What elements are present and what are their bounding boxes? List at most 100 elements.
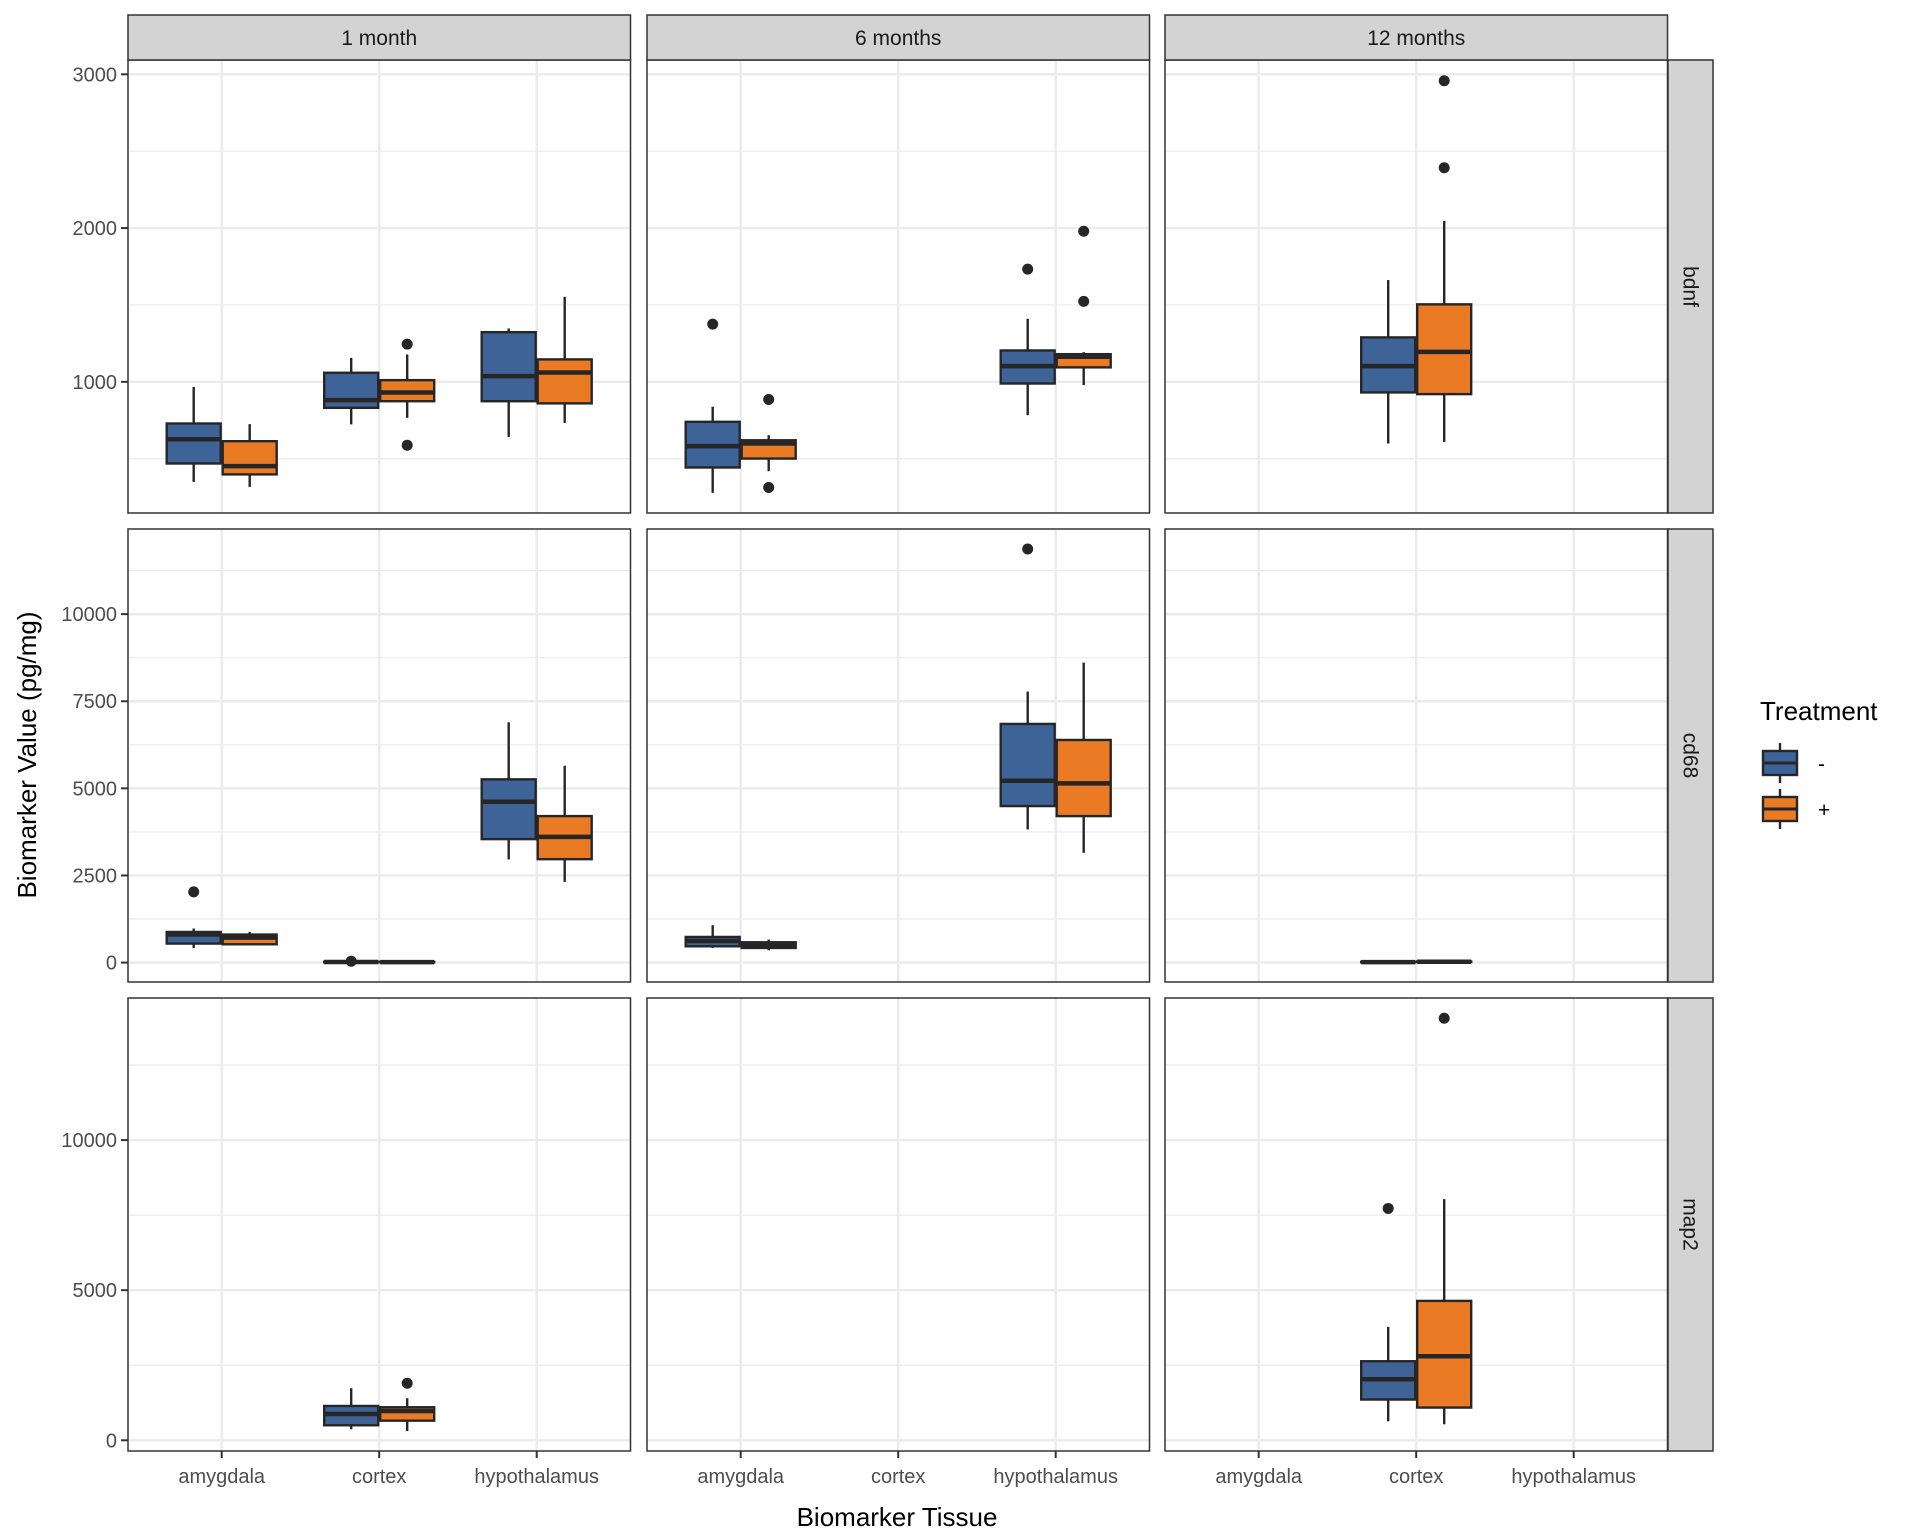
boxplot-cd68-12-months-cortex-minus: [1359, 959, 1417, 965]
boxplot-cd68-1-month-amygdala-minus: [165, 886, 222, 948]
box: [480, 330, 537, 403]
box: [1415, 303, 1473, 396]
y-tick-label: 10000: [61, 1130, 117, 1152]
box: [480, 778, 537, 841]
strip-label: 12 months: [1367, 27, 1465, 50]
y-tick-label: 5000: [73, 1280, 118, 1302]
outlier-point: [1078, 225, 1090, 237]
boxplot-cd68-1-month-hypothalamus-plus: [536, 765, 593, 882]
y-tick-label: 1000: [73, 372, 118, 394]
strip-label: bdnf: [1679, 266, 1702, 307]
boxplot-cd68-6-months-amygdala-minus: [684, 925, 741, 948]
legend-title: Treatment: [1760, 696, 1878, 726]
strip-background: [646, 14, 1151, 61]
y-axes: 1000 2000 3000 0 2500 5000 7500 10000 0 5000 10000: [61, 64, 128, 1452]
boxplot-bdnf-1-month-amygdala-plus: [221, 424, 278, 487]
strip-top-12-months: 12 months: [1164, 14, 1669, 61]
box: [323, 371, 380, 410]
boxplot-bdnf-1-month-amygdala-minus: [165, 386, 222, 482]
outlier-point: [763, 394, 775, 406]
boxplot-bdnf-6-months-hypothalamus-plus: [1055, 225, 1112, 386]
outlier-point: [707, 318, 719, 330]
y-tick-label: 2000: [73, 218, 118, 240]
boxplot-bdnf-12-months-cortex-plus: [1415, 75, 1473, 442]
panel-cd68-1-month: [128, 529, 631, 982]
x-tick-label: hypothalamus: [1511, 1466, 1636, 1488]
boxplot-cd68-1-month-cortex-minus: [323, 955, 380, 967]
box: [536, 358, 593, 405]
boxplot-cd68-6-months-amygdala-plus: [740, 939, 797, 951]
y-tick-label: 0: [106, 1430, 117, 1452]
legend-label: -: [1818, 753, 1825, 776]
strip-label: cd68: [1679, 733, 1702, 779]
strip-background: [1667, 528, 1714, 983]
panel-map2-6-months: [647, 998, 1150, 1451]
y-tick-label: 10000: [61, 604, 117, 626]
boxplot-map2-1-month-cortex-minus: [323, 1388, 380, 1430]
x-axes: amygdala cortex hypothalamus amygdala cortex…: [178, 1451, 1636, 1488]
box: [1055, 738, 1112, 818]
legend-label: +: [1818, 799, 1830, 822]
strip-right-map2: map2: [1667, 997, 1714, 1452]
box: [999, 722, 1056, 808]
boxplot-cd68-12-months-cortex-plus: [1415, 959, 1473, 964]
strip-background: [1667, 59, 1714, 514]
boxplot-cd68-6-months-hypothalamus-plus: [1055, 662, 1112, 853]
boxplot-bdnf-1-month-cortex-minus: [323, 357, 380, 425]
strip-top-1-month: 1 month: [127, 14, 632, 61]
y-tick-label: 7500: [73, 691, 118, 713]
outlier-point: [401, 439, 413, 451]
strip-background: [1667, 997, 1714, 1452]
boxplot-bdnf-6-months-hypothalamus-minus: [999, 263, 1056, 416]
outlier-point: [1438, 1012, 1450, 1024]
x-tick-label: cortex: [352, 1466, 406, 1488]
strip-right-cd68: cd68: [1667, 528, 1714, 983]
boxplot-cd68-1-month-cortex-plus: [379, 959, 436, 965]
boxplot-bdnf-1-month-hypothalamus-minus: [480, 328, 537, 437]
outlier-point: [1022, 543, 1034, 555]
panel-bdnf-12-months: [1165, 60, 1668, 513]
box: [221, 439, 278, 476]
outlier-point: [401, 338, 413, 350]
outlier-point: [188, 886, 200, 898]
box: [165, 930, 222, 945]
outlier-point: [1438, 75, 1450, 87]
boxplot-bdnf-1-month-cortex-plus: [379, 338, 436, 451]
outlier-point: [763, 481, 775, 493]
strip-right-bdnf: bdnf: [1667, 59, 1714, 514]
outlier-point: [1438, 162, 1450, 174]
boxplot-bdnf-12-months-cortex-minus: [1359, 280, 1417, 444]
x-tick-label: amygdala: [697, 1466, 785, 1488]
strip-top-6-months: 6 months: [646, 14, 1151, 61]
y-axis-title: Biomarker Value (pg/mg): [12, 611, 42, 898]
boxplot-cd68-1-month-hypothalamus-minus: [480, 722, 537, 860]
strip-label: map2: [1679, 1198, 1702, 1251]
strip-label: 6 months: [855, 27, 941, 50]
panel-border: [646, 528, 1151, 983]
boxplot-cd68-6-months-hypothalamus-minus: [999, 543, 1056, 830]
boxplot-bdnf-6-months-amygdala-plus: [740, 394, 797, 493]
x-tick-label: hypothalamus: [474, 1466, 599, 1488]
outlier-point: [1382, 1202, 1394, 1214]
outlier-point: [401, 1377, 413, 1389]
panel-cd68-12-months: [1165, 529, 1668, 982]
outlier-point: [1078, 295, 1090, 307]
y-tick-label: 3000: [73, 64, 118, 86]
boxplot-cd68-1-month-amygdala-plus: [221, 931, 278, 946]
x-tick-label: amygdala: [1215, 1466, 1303, 1488]
boxplot-bdnf-6-months-amygdala-minus: [684, 318, 741, 493]
x-tick-label: hypothalamus: [993, 1466, 1118, 1488]
legend: Treatment - +: [1760, 696, 1878, 829]
panel-border: [127, 528, 632, 983]
boxplot-bdnf-1-month-hypothalamus-plus: [536, 296, 593, 423]
x-tick-label: cortex: [871, 1466, 925, 1488]
panel-map2-1-month: [128, 998, 631, 1451]
x-tick-label: amygdala: [178, 1466, 266, 1488]
panel-map2-12-months: [1165, 998, 1668, 1451]
panels: [127, 59, 1669, 1452]
legend-item-plus: +: [1761, 789, 1830, 829]
boxplot-map2-1-month-cortex-plus: [379, 1377, 436, 1431]
y-tick-label: 2500: [73, 865, 118, 887]
x-tick-label: cortex: [1389, 1466, 1443, 1488]
